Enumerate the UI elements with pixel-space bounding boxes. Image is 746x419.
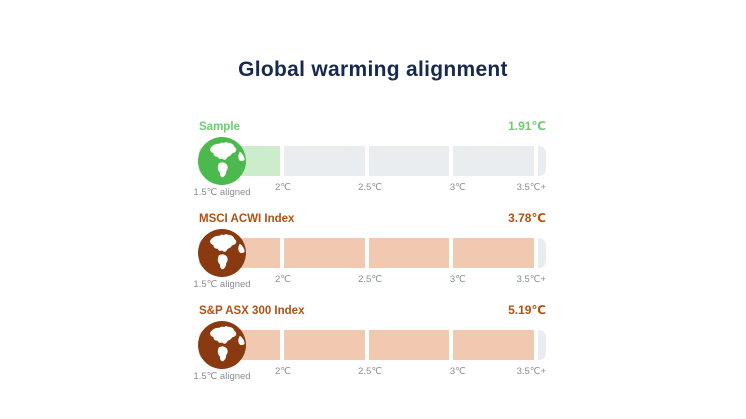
row-label: MSCI ACWI Index — [199, 213, 295, 225]
bar-segment — [453, 146, 534, 176]
axis-tick: 3.5℃+ — [516, 182, 546, 193]
bar-fill — [368, 238, 450, 268]
row-header: S&P ASX 300 Index 5.19℃ — [199, 303, 546, 317]
row-temperature-value: 5.19℃ — [508, 303, 546, 317]
temperature-bar — [198, 321, 546, 369]
axis-ticks: 1.5℃ aligned 2℃ 2.5℃ 3℃ 3.5℃+ — [193, 180, 546, 200]
row-label: Sample — [199, 121, 240, 133]
bar-end-cap — [538, 146, 546, 176]
row-header: MSCI ACWI Index 3.78℃ — [199, 211, 546, 225]
row-header: Sample 1.91℃ — [199, 119, 546, 133]
alignment-row-msci-acwi: MSCI ACWI Index 3.78℃ — [193, 211, 546, 292]
globe-icon — [198, 229, 246, 277]
bar-segment — [453, 238, 534, 268]
globe-icon — [198, 137, 246, 185]
axis-tick: 3℃ — [449, 182, 466, 193]
axis-tick: 2.5℃ — [358, 274, 383, 285]
bar-segment — [453, 330, 534, 360]
axis-tick: 2℃ — [274, 366, 291, 377]
alignment-row-sp-asx-300: S&P ASX 300 Index 5.19℃ — [193, 303, 546, 384]
axis-start-label: 1.5℃ aligned — [193, 371, 251, 382]
bar-fill — [453, 238, 534, 268]
temperature-bar — [198, 229, 546, 277]
bar-segment — [283, 146, 365, 176]
bar-fill — [453, 330, 534, 360]
bar-track — [199, 330, 546, 360]
alignment-row-sample: Sample 1.91℃ — [193, 119, 546, 200]
axis-ticks: 1.5℃ aligned 2℃ 2.5℃ 3℃ 3.5℃+ — [193, 364, 546, 384]
row-temperature-value: 3.78℃ — [508, 211, 546, 225]
axis-tick: 3℃ — [449, 274, 466, 285]
axis-tick: 2.5℃ — [358, 182, 383, 193]
bar-end-cap — [538, 330, 546, 360]
temperature-bar — [198, 137, 546, 185]
axis-tick: 3.5℃+ — [516, 274, 546, 285]
bar-end-cap — [538, 238, 546, 268]
axis-tick: 2℃ — [274, 274, 291, 285]
globe-icon — [198, 321, 246, 369]
row-label: S&P ASX 300 Index — [199, 305, 305, 317]
axis-start-label: 1.5℃ aligned — [193, 187, 251, 198]
bar-track — [199, 146, 546, 176]
axis-tick: 3℃ — [449, 366, 466, 377]
bar-fill — [368, 330, 450, 360]
axis-tick: 2℃ — [274, 182, 291, 193]
bar-fill — [283, 330, 365, 360]
bar-segment — [368, 330, 450, 360]
axis-tick: 3.5℃+ — [516, 366, 546, 377]
bar-segment — [283, 330, 365, 360]
alignment-chart: Sample 1.91℃ — [193, 119, 546, 395]
bar-segment — [368, 238, 450, 268]
bar-track — [199, 238, 546, 268]
page-title: Global warming alignment — [238, 58, 508, 81]
axis-ticks: 1.5℃ aligned 2℃ 2.5℃ 3℃ 3.5℃+ — [193, 272, 546, 292]
axis-tick: 2.5℃ — [358, 366, 383, 377]
bar-segment — [368, 146, 450, 176]
bar-fill — [283, 238, 365, 268]
bar-segment — [283, 238, 365, 268]
axis-start-label: 1.5℃ aligned — [193, 279, 251, 290]
row-temperature-value: 1.91℃ — [508, 119, 546, 133]
